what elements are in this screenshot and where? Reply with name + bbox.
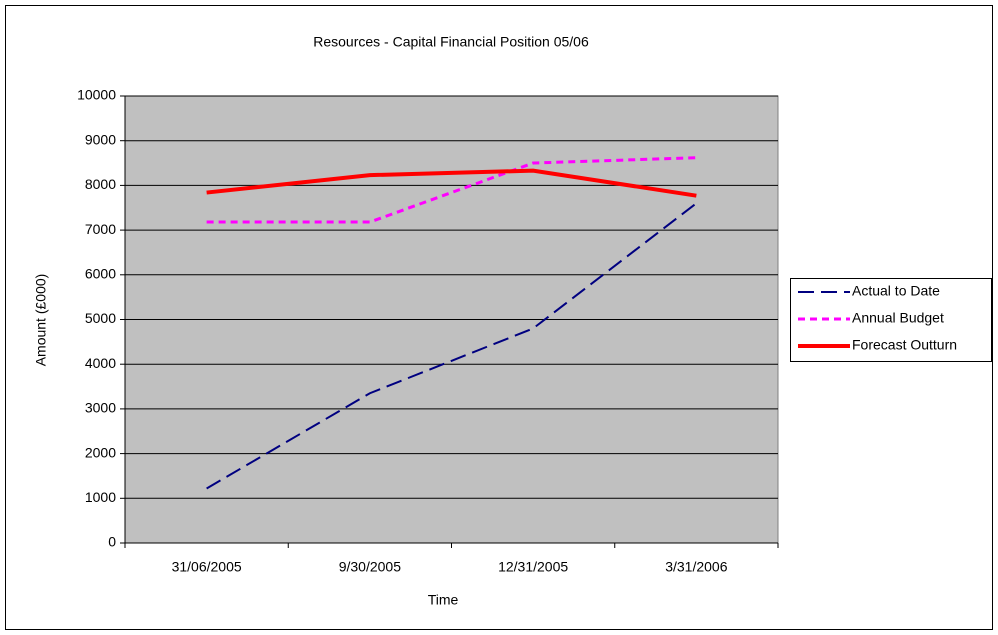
y-tick-label: 3000 (85, 400, 116, 416)
y-tick-label: 10000 (77, 87, 116, 103)
y-axis-label: Amount (£000) (33, 274, 49, 367)
y-tick-label: 4000 (85, 355, 116, 371)
series-line (206, 168, 697, 198)
y-tick-label: 7000 (85, 221, 116, 237)
chart-title: Resources - Capital Financial Position 0… (313, 34, 589, 50)
x-tick-label: 12/31/2005 (498, 559, 568, 575)
x-tick-label: 9/30/2005 (339, 559, 401, 575)
x-tick-label: 31/06/2005 (172, 559, 242, 575)
y-tick-label: 0 (108, 534, 116, 550)
y-tick-label: 6000 (85, 266, 116, 282)
y-tick-label: 8000 (85, 176, 116, 192)
y-tick-label: 5000 (85, 310, 116, 326)
legend-label: Annual Budget (852, 310, 944, 326)
legend-label: Forecast Outturn (852, 337, 957, 353)
legend-label: Actual to Date (852, 283, 940, 299)
y-tick-label: 2000 (85, 444, 116, 460)
x-axis-label: Time (428, 592, 459, 608)
x-tick-label: 3/31/2006 (665, 559, 727, 575)
y-tick-label: 1000 (85, 489, 116, 505)
y-tick-label: 9000 (85, 131, 116, 147)
series-line (206, 202, 697, 490)
